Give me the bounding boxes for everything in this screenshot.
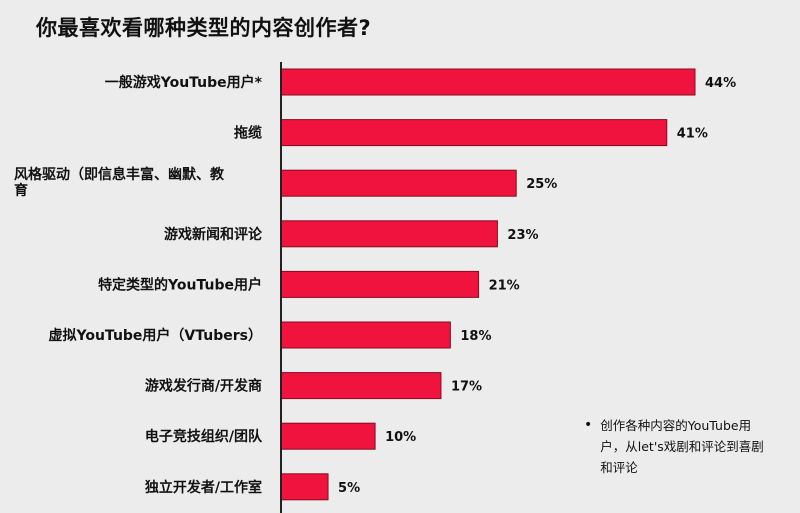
category-label-0: 一般游戏YouTube用户* [105, 74, 263, 91]
category-label-5: 虚拟YouTube用户（VTubers） [49, 327, 263, 344]
category-label-3: 游戏新闻和评论 [164, 226, 263, 243]
bar-4 [280, 270, 480, 298]
category-label-7: 电子竞技组织/团队 [145, 428, 263, 445]
category-label-4: 特定类型的YouTube用户 [98, 276, 262, 293]
chart-title: 你最喜欢看哪种类型的内容创作者? [36, 16, 372, 40]
value-label-6: 17% [451, 380, 482, 395]
bar-2 [280, 169, 517, 197]
value-label-7: 10% [385, 430, 416, 445]
footnote-text: 创作各种内容的YouTube用户，从let's戏剧和评论到喜剧和评论 [600, 418, 764, 475]
bar-5 [280, 321, 451, 349]
value-label-2: 25% [526, 177, 557, 192]
bar-0 [280, 68, 696, 96]
category-label-8: 独立开发者/工作室 [145, 479, 262, 496]
value-label-0: 44% [705, 76, 736, 91]
bar-7 [280, 422, 376, 450]
footnote: • 创作各种内容的YouTube用户，从let's戏剧和评论到喜剧和评论 [584, 415, 774, 478]
category-label-6: 游戏发行商/开发商 [145, 378, 262, 395]
bullet-icon: • [584, 417, 593, 433]
bar-6 [280, 372, 442, 400]
bar-8 [280, 473, 329, 501]
category-label-1: 拖缆 [234, 125, 262, 142]
bar-1 [280, 119, 668, 147]
bar-3 [280, 220, 498, 248]
value-label-3: 23% [507, 228, 538, 243]
value-label-1: 41% [677, 127, 708, 142]
value-label-8: 5% [338, 481, 360, 496]
category-label-2: 风格驱动（即信息丰富、幽默、教育 [14, 166, 225, 199]
value-label-4: 21% [489, 278, 520, 293]
value-label-5: 18% [460, 329, 491, 344]
